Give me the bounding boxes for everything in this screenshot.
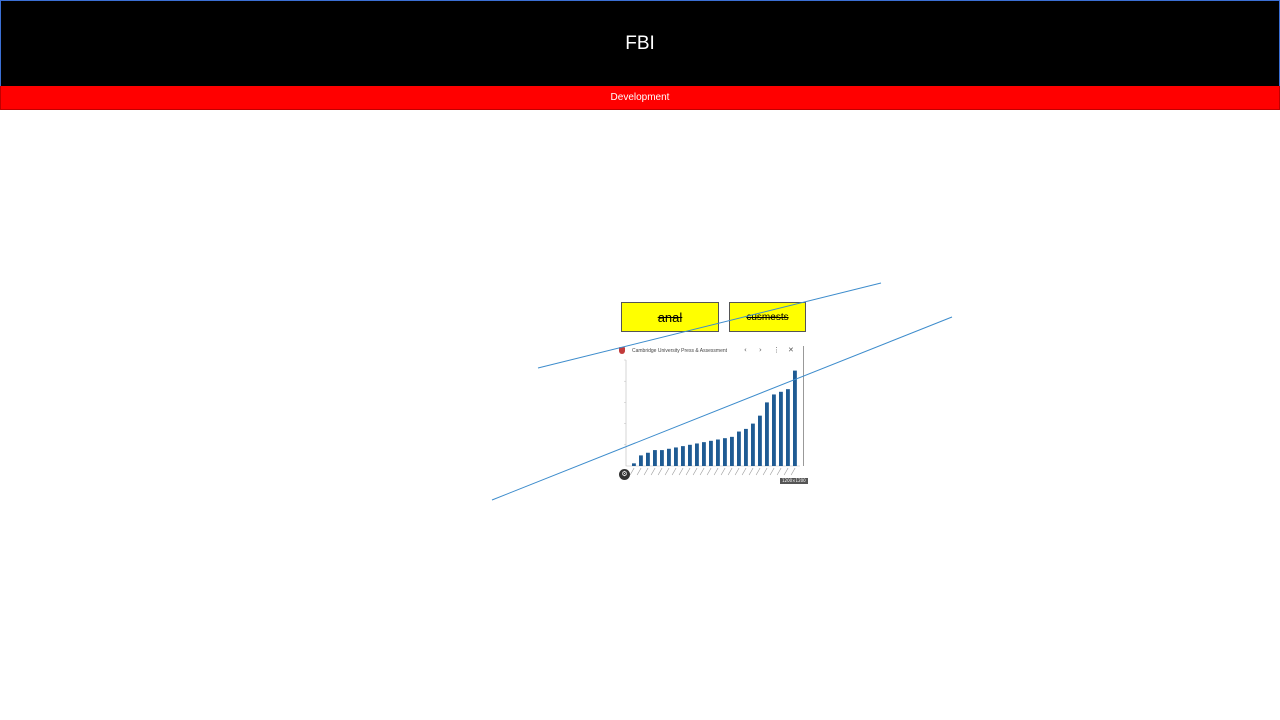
chart-axis bbox=[625, 360, 800, 467]
x-tick-label bbox=[727, 467, 733, 476]
chart-bar bbox=[702, 442, 706, 466]
x-tick-label bbox=[706, 467, 712, 476]
x-tick-label bbox=[685, 467, 691, 476]
close-icon[interactable]: ✕ bbox=[788, 346, 794, 354]
thumbnail-site-title: Cambridge University Press & Assessment bbox=[632, 348, 728, 354]
x-tick-label bbox=[720, 467, 726, 476]
chart-bar bbox=[632, 463, 636, 466]
chart-bar bbox=[681, 446, 685, 466]
x-tick-label bbox=[636, 467, 642, 476]
chart-bar bbox=[765, 402, 769, 466]
chart-bar bbox=[660, 450, 664, 466]
chevron-left-icon[interactable]: ‹ bbox=[744, 346, 747, 354]
x-tick-label bbox=[783, 467, 789, 476]
chart-bar bbox=[653, 450, 657, 466]
x-tick-label bbox=[741, 467, 747, 476]
x-tick-label bbox=[713, 467, 719, 476]
chart-bar bbox=[716, 439, 720, 466]
chart-bar bbox=[744, 428, 748, 466]
chart-bar bbox=[639, 455, 643, 466]
x-tick-label bbox=[699, 467, 705, 476]
image-size-label: 1200×1200 bbox=[780, 478, 808, 484]
x-tick-label bbox=[776, 467, 782, 476]
chart-bar bbox=[667, 448, 671, 466]
chart-bar bbox=[786, 389, 790, 466]
chart-bar bbox=[772, 394, 776, 466]
chart-bar bbox=[751, 423, 755, 466]
bar-chart bbox=[624, 359, 800, 476]
chart-bar bbox=[758, 415, 762, 466]
chart-bar bbox=[793, 370, 797, 466]
annotation-line-lower[interactable] bbox=[491, 316, 953, 501]
chart-bar bbox=[709, 440, 713, 466]
chart-bar bbox=[695, 443, 699, 466]
more-icon[interactable]: ⋮ bbox=[773, 346, 780, 354]
x-tick-label bbox=[769, 467, 775, 476]
chart-bar bbox=[730, 436, 734, 466]
annotation-line-upper[interactable] bbox=[537, 282, 882, 369]
thumbnail-scrollbar[interactable] bbox=[803, 346, 804, 466]
x-tick-label bbox=[643, 467, 649, 476]
chart-bar bbox=[688, 444, 692, 466]
x-tick-label bbox=[762, 467, 768, 476]
x-tick-label bbox=[671, 467, 677, 476]
chevron-right-icon[interactable]: › bbox=[759, 346, 762, 354]
settings-icon[interactable]: ⚙ bbox=[619, 469, 630, 480]
x-tick-label bbox=[755, 467, 761, 476]
x-tick-label bbox=[629, 467, 635, 476]
thumbnail-header: Cambridge University Press & Assessment … bbox=[616, 344, 804, 358]
x-tick-label bbox=[748, 467, 754, 476]
subheader-bar: Development bbox=[0, 86, 1280, 110]
x-tick-label bbox=[664, 467, 670, 476]
x-tick-label bbox=[650, 467, 656, 476]
page-title: FBI bbox=[625, 32, 655, 54]
x-tick-label bbox=[678, 467, 684, 476]
chart-bar bbox=[737, 431, 741, 466]
chart-bar bbox=[779, 391, 783, 466]
chart-bar bbox=[723, 438, 727, 466]
chart-thumbnail[interactable]: Cambridge University Press & Assessment … bbox=[616, 344, 808, 485]
subheader-label: Development bbox=[610, 92, 670, 103]
shield-logo-icon bbox=[619, 347, 625, 354]
x-tick-label bbox=[734, 467, 740, 476]
title-bar: FBI bbox=[0, 0, 1280, 87]
x-tick-label bbox=[790, 467, 796, 476]
chart-bar bbox=[646, 452, 650, 466]
x-tick-label bbox=[657, 467, 663, 476]
chart-bar bbox=[674, 447, 678, 466]
x-tick-label bbox=[692, 467, 698, 476]
